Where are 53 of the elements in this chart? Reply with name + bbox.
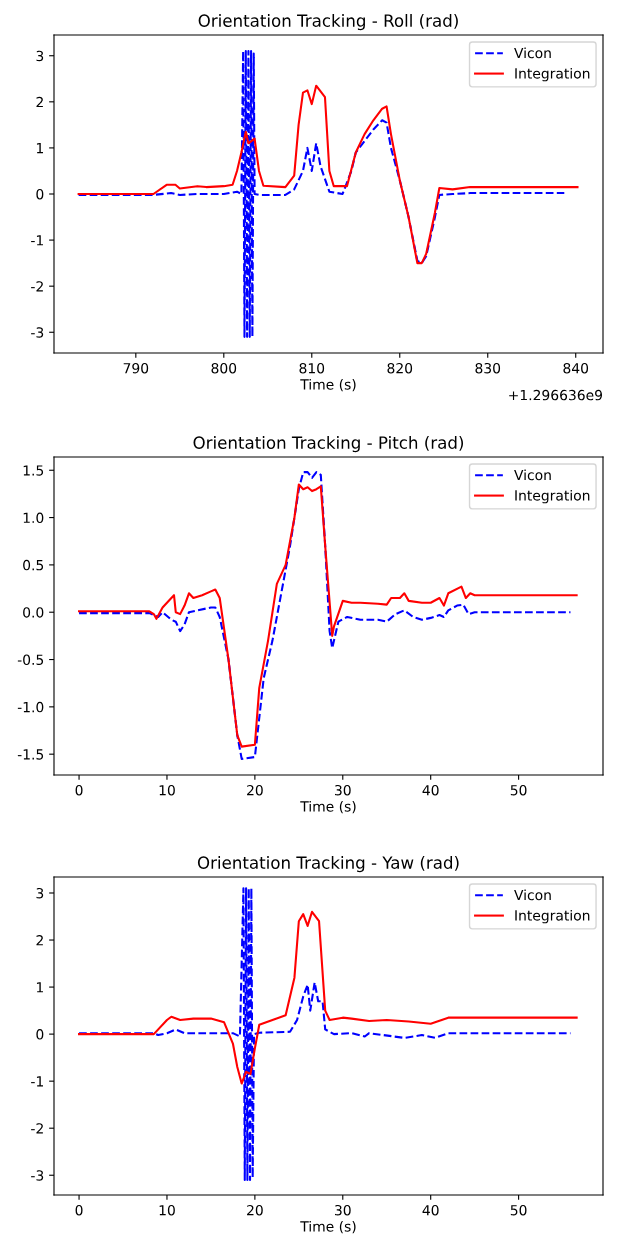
x-axis-title: Time (s) (300, 1220, 356, 1234)
legend-label: Integration (515, 67, 590, 82)
x-tick-label: 0 (75, 784, 83, 796)
x-tick-label: 800 (211, 362, 237, 374)
x-tick-label: 830 (475, 362, 501, 374)
y-tick-label: -2 (31, 281, 43, 292)
line-series (77, 84, 579, 265)
y-tick-label: 3 (36, 887, 44, 899)
x-tick-label: 810 (299, 362, 325, 374)
y-tick-label: -1 (31, 1076, 43, 1087)
y-tick-label: 1.5 (23, 465, 44, 476)
y-tick-label: -0.5 (17, 654, 44, 666)
y-tick-label: 2 (36, 935, 43, 946)
chart-title: Orientation Tracking - Roll (rad) (198, 14, 458, 31)
y-tick-label: 3 (36, 50, 44, 62)
x-tick-label: 20 (247, 784, 263, 796)
y-tick-label: -3 (31, 327, 44, 338)
y-tick-label: 2 (36, 96, 43, 108)
y-tick-label: -1.0 (17, 701, 44, 713)
chart-title: Orientation Tracking - Yaw (rad) (197, 856, 459, 873)
x-tick-label: 40 (422, 1204, 439, 1216)
legend-label: Integration (515, 909, 590, 924)
x-tick-label: 10 (159, 784, 175, 796)
chart-title: Orientation Tracking - Pitch (rad) (193, 436, 464, 453)
x-tick-label: 0 (75, 1204, 83, 1216)
x-axis-title: Time (s) (300, 378, 356, 392)
x-tick-label: 790 (123, 362, 149, 374)
x-tick-label: 40 (422, 784, 439, 796)
y-tick-label: 1 (36, 143, 43, 154)
x-tick-label: 10 (159, 1204, 175, 1216)
x-tick-label: 30 (335, 784, 351, 796)
x-tick-label: 820 (387, 362, 413, 374)
y-tick-label: 0 (36, 188, 44, 200)
y-tick-label: 1 (36, 982, 43, 993)
legend-label: Vicon (514, 889, 551, 901)
x-tick-label: 50 (510, 1204, 527, 1216)
x-tick-label: 20 (247, 1204, 263, 1216)
x-tick-label: 30 (335, 1204, 351, 1216)
text: +1.296636e9 (509, 389, 603, 401)
y-tick-label: 0.5 (23, 559, 44, 571)
y-tick-label: -3 (31, 1170, 44, 1181)
y-tick-label: -2 (31, 1123, 43, 1134)
legend-label: Vicon (514, 47, 551, 59)
x-tick-label: 50 (510, 784, 527, 796)
x-axis-title: Time (s) (300, 800, 356, 814)
y-tick-label: -1.5 (17, 749, 44, 760)
legend-label: Integration (515, 489, 590, 504)
y-tick-label: 1.0 (23, 512, 44, 524)
y-tick-label: 0.0 (23, 607, 44, 618)
y-tick-label: -1 (31, 235, 43, 246)
legend-label: Vicon (514, 469, 551, 481)
y-tick-label: 0 (36, 1029, 44, 1040)
x-tick-label: 840 (563, 362, 589, 374)
